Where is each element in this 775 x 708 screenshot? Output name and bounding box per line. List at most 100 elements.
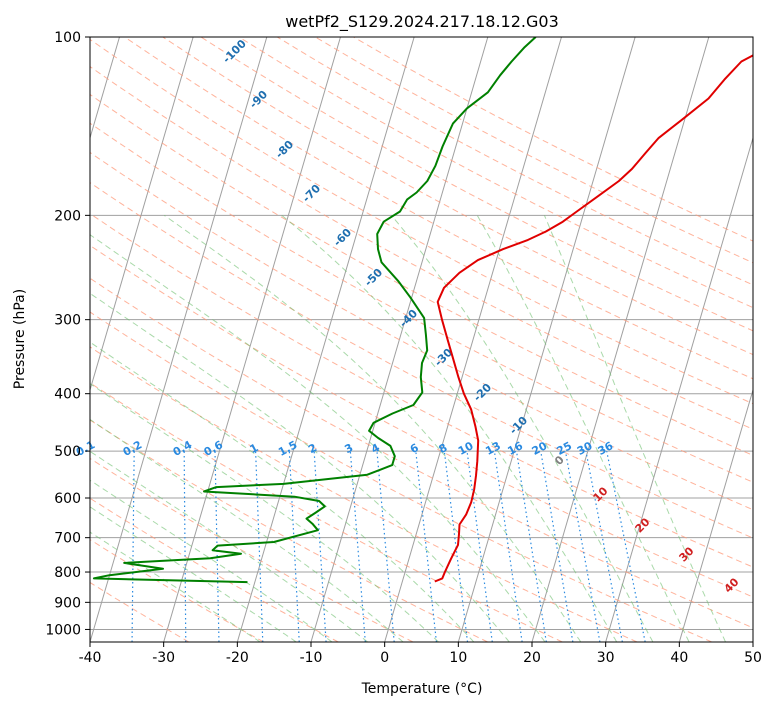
isotherm-line — [384, 37, 562, 642]
dry-adiabat-line — [90, 277, 753, 629]
isotherm-label: -50 — [362, 266, 385, 289]
mixing-ratio-line — [606, 450, 646, 642]
isotherm-line — [90, 37, 194, 392]
mixing-ratio-label: 25 — [554, 439, 574, 458]
x-tick-label: 50 — [744, 650, 762, 666]
mixing-ratio-line — [443, 451, 469, 642]
isotherm-line — [457, 37, 636, 642]
x-axis-title: Temperature (°C) — [361, 681, 483, 697]
moist-adiabat-line — [90, 450, 369, 642]
mixing-ratio-label: 13 — [483, 439, 503, 458]
mixing-ratio-line — [349, 451, 366, 642]
mixing-ratio-line — [515, 451, 547, 642]
mixing-ratio-line — [540, 451, 574, 642]
x-tick-label: 40 — [670, 650, 688, 666]
x-tick-label: -30 — [152, 650, 175, 666]
dry-adiabat-line — [90, 244, 753, 598]
isotherm-label: -60 — [331, 226, 354, 249]
isotherm-label: -10 — [507, 414, 530, 437]
mixing-ratio-label: 0.6 — [202, 438, 226, 459]
dry-adiabat-line — [90, 182, 753, 539]
series-layer — [92, 37, 753, 584]
moist-adiabat-line — [476, 215, 690, 642]
mixing-ratio-label: 20 — [530, 439, 550, 458]
x-tick-label: 30 — [597, 650, 615, 666]
y-tick-label: 100 — [54, 30, 81, 46]
dry-adiabat-line — [90, 346, 638, 642]
mixing-ratio-label: 2 — [306, 441, 319, 456]
mixing-ratio-line — [131, 451, 135, 642]
chart-title: wetPf2_S129.2024.217.18.12.G03 — [285, 12, 559, 32]
x-tick-label: -10 — [300, 650, 323, 666]
mixing-ratio-line — [564, 450, 601, 642]
dry-adiabat-line — [90, 212, 753, 568]
moist-adiabat-line — [281, 214, 618, 642]
y-tick-label: 200 — [54, 208, 81, 224]
x-tick-label: 20 — [523, 650, 541, 666]
dry-adiabat-line — [90, 419, 488, 642]
moist-adiabat-line — [390, 214, 654, 642]
isotherm-line — [752, 640, 753, 642]
y-axis-title: Pressure (hPa) — [12, 289, 28, 389]
y-tick-label: 600 — [54, 491, 81, 507]
dry-adiabat-line — [90, 311, 712, 642]
dry-adiabat-line — [90, 497, 339, 642]
isoline-labels: 0.1 0.2 0.4 0.6 1 1.5 2 3 4 6 8 10 13 16 20 25 30 36-100-… — [74, 37, 742, 596]
mixing-ratio-label: 0.4 — [171, 438, 195, 459]
dry-adiabat-line — [90, 457, 414, 642]
x-tick-label: 0 — [380, 650, 389, 666]
x-tick-label: -20 — [226, 650, 249, 666]
y-tick-label: 800 — [54, 565, 81, 581]
isotherm-label: 30 — [677, 544, 697, 564]
mixing-ratio-line — [288, 451, 300, 642]
y-axis: 100 200 300 400 500 600 700 800 900 1000 — [45, 30, 90, 638]
isotherm-line — [531, 37, 710, 642]
y-tick-label: 500 — [54, 444, 81, 460]
dry-adiabat-line — [90, 38, 753, 405]
y-tick-label: 400 — [54, 387, 81, 403]
moist-adiabat-line — [90, 341, 475, 642]
mixing-ratio-line — [466, 451, 493, 642]
dry-adiabat-line — [276, 37, 753, 286]
mixing-ratio-label: 10 — [456, 439, 476, 458]
x-axis: -40 -30 -20 -10 0 10 20 30 40 50 — [79, 642, 762, 666]
isotherm-label: 10 — [591, 484, 611, 504]
isotherm-label: -90 — [247, 88, 270, 111]
mixing-ratio-line — [585, 450, 623, 642]
y-tick-label: 1000 — [45, 622, 81, 638]
background-lines — [90, 37, 753, 642]
moist-adiabat-line — [90, 234, 546, 642]
mixing-ratio-label: 4 — [369, 441, 382, 456]
isotherm-label: 20 — [633, 515, 653, 535]
mixing-ratio-label: 1 — [248, 441, 261, 456]
temperature-profile-line — [434, 54, 753, 583]
moist-adiabat-line — [90, 506, 297, 642]
isotherm-line — [163, 37, 341, 642]
mixing-ratio-line — [255, 451, 264, 642]
mixing-ratio-line — [376, 451, 395, 642]
mixing-ratio-line — [493, 451, 523, 642]
mixing-ratio-line — [415, 451, 438, 642]
dewpoint-profile-line — [92, 37, 537, 584]
dry-adiabat-line — [90, 122, 753, 483]
plot-frame — [89, 36, 754, 643]
dry-adiabat-line — [90, 538, 264, 642]
moist-adiabat-line — [90, 418, 404, 642]
moist-adiabat-line — [90, 479, 333, 642]
dry-adiabat-line — [353, 37, 753, 242]
mixing-ratio-label: 3 — [342, 441, 355, 456]
dry-adiabat-line — [90, 581, 190, 642]
moist-adiabat-line — [543, 215, 727, 642]
isotherm-line — [236, 37, 415, 642]
mixing-ratio-label: 36 — [596, 439, 616, 458]
isotherm-label: -100 — [220, 37, 249, 66]
dry-adiabat-line — [124, 37, 753, 380]
isotherm-line — [678, 388, 753, 642]
x-tick-label: -40 — [79, 650, 102, 666]
y-tick-label: 900 — [54, 595, 81, 611]
isotherm-line — [605, 136, 753, 642]
mixing-ratio-label: 6 — [408, 441, 421, 456]
mixing-ratio-label: 16 — [505, 439, 525, 458]
y-tick-label: 300 — [54, 313, 81, 329]
